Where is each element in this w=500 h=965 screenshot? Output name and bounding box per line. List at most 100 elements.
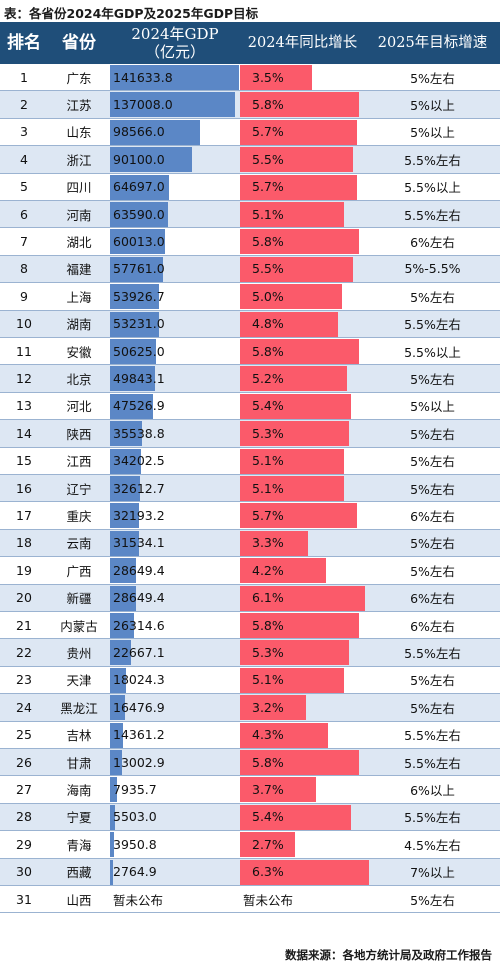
rank-cell: 10 (16, 316, 32, 332)
rank-cell: 4 (20, 151, 28, 167)
gdp-bar (110, 530, 139, 556)
gdp-cell: 53231.0 (110, 311, 240, 337)
gdp-bar (110, 695, 125, 721)
gdp-cell: 28649.4 (110, 585, 240, 611)
target-cell: 5%以上 (410, 125, 455, 141)
growth-value: 5.7% (252, 179, 284, 195)
target-cell: 5%以上 (410, 399, 455, 415)
header-target: 2025年目标增速 (377, 35, 488, 51)
target-cell: 5%以上 (410, 98, 455, 114)
gdp-value: 31534.1 (113, 535, 165, 551)
gdp-value: 26314.6 (113, 617, 165, 633)
target-cell: 6%左右 (410, 509, 455, 525)
rank-cell: 24 (16, 699, 32, 715)
table-row: 29 青海 3950.8 2.7% 4.5%左右 (0, 831, 500, 859)
growth-bar (240, 777, 316, 803)
gdp-cell: 141633.8 (110, 64, 240, 90)
gdp-bar (110, 119, 200, 145)
province-cell: 江苏 (66, 98, 92, 114)
growth-cell: 5.1% (240, 448, 365, 474)
province-cell: 上海 (66, 289, 92, 305)
province-cell: 山西 (66, 892, 92, 908)
gdp-cell: 137008.0 (110, 91, 240, 118)
table-row: 21 内蒙古 26314.6 5.8% 6%左右 (0, 612, 500, 640)
growth-cell: 5.3% (240, 639, 365, 666)
province-cell: 新疆 (66, 591, 92, 607)
rank-cell: 9 (20, 288, 28, 304)
growth-bar (240, 750, 359, 775)
province-cell: 海南 (66, 783, 92, 799)
gdp-bar (110, 667, 127, 693)
table-row: 25 吉林 14361.2 4.3% 5.5%左右 (0, 721, 500, 749)
gdp-cell: 60013.0 (110, 228, 240, 255)
growth-value: 3.5% (252, 69, 284, 85)
province-cell: 西藏 (66, 865, 92, 881)
gdp-cell: 14361.2 (110, 722, 240, 748)
rank-cell: 29 (16, 836, 32, 852)
table-row: 8 福建 57761.0 5.5% 5%-5.5% (0, 255, 500, 284)
growth-value: 5.3% (252, 645, 284, 661)
target-cell: 5%左右 (410, 673, 455, 689)
rank-cell: 14 (16, 425, 32, 441)
rank-cell: 1 (20, 69, 28, 85)
growth-cell: 5.3% (240, 420, 365, 447)
rank-cell: 31 (16, 891, 32, 907)
province-cell: 福建 (66, 262, 92, 278)
province-cell: 湖南 (66, 317, 92, 333)
rank-cell: 13 (16, 398, 32, 414)
target-cell: 5.5%左右 (404, 317, 461, 333)
table-row: 6 河南 63590.0 5.1% 5.5%左右 (0, 201, 500, 229)
gdp-bar (110, 476, 140, 501)
gdp-value: 2764.9 (113, 864, 157, 880)
province-cell: 云南 (66, 536, 92, 552)
growth-bar (240, 393, 351, 419)
rank-cell: 5 (20, 179, 28, 195)
table-row: 12 北京 49843.1 5.2% 5%左右 (0, 365, 500, 393)
header-gdp: 2024年GDP （亿元） (110, 22, 240, 64)
growth-bar (240, 667, 345, 693)
table-row: 19 广西 28649.4 4.2% 5%左右 (0, 557, 500, 585)
target-cell: 5.5%左右 (404, 646, 461, 662)
growth-cell: 5.5% (240, 146, 365, 173)
table-row: 20 新疆 28649.4 6.1% 6%左右 (0, 584, 500, 612)
target-cell: 5%左右 (410, 372, 455, 388)
growth-value: 6.3% (252, 864, 284, 880)
gdp-value: 22667.1 (113, 645, 165, 661)
gdp-value: 63590.0 (113, 206, 165, 222)
rank-cell: 25 (16, 727, 32, 743)
growth-bar (240, 256, 353, 282)
growth-cell: 6.3% (240, 859, 369, 885)
header-gdp-line2: （亿元） (144, 43, 205, 61)
gdp-cell: 90100.0 (110, 146, 240, 173)
gdp-cell: 18024.3 (110, 667, 240, 693)
gdp-bar (110, 558, 137, 584)
rank-cell: 6 (20, 206, 28, 222)
province-cell: 四川 (66, 180, 92, 196)
table-row: 1 广东 141633.8 3.5% 5%左右 (0, 64, 500, 92)
growth-value: 5.8% (252, 617, 284, 633)
rank-cell: 19 (16, 562, 32, 578)
gdp-cell: 98566.0 (110, 119, 240, 145)
gdp-value: 34202.5 (113, 453, 165, 469)
table-row: 18 云南 31534.1 3.3% 5%左右 (0, 529, 500, 558)
growth-bar (240, 119, 357, 145)
table-row: 26 甘肃 13002.9 5.8% 5.5%左右 (0, 749, 500, 777)
province-cell: 青海 (66, 837, 92, 853)
rank-cell: 28 (16, 809, 32, 825)
gdp-bar (110, 311, 159, 337)
rank-cell: 23 (16, 672, 32, 688)
growth-cell: 5.8% (240, 338, 365, 364)
gdp-bar (110, 503, 140, 529)
province-cell: 湖北 (66, 235, 92, 251)
growth-bar (240, 832, 296, 858)
gdp-value: 32612.7 (113, 480, 165, 496)
growth-value: 5.7% (252, 124, 284, 140)
growth-cell: 5.7% (240, 502, 365, 529)
table-row: 3 山东 98566.0 5.7% 5%以上 (0, 118, 500, 147)
growth-value: 5.5% (252, 151, 284, 167)
target-cell: 5.5%左右 (404, 728, 461, 744)
growth-cell: 5.0% (240, 283, 365, 310)
gdp-cell: 53926.7 (110, 283, 240, 310)
gdp-bar (110, 256, 163, 282)
growth-value: 5.8% (252, 97, 284, 113)
